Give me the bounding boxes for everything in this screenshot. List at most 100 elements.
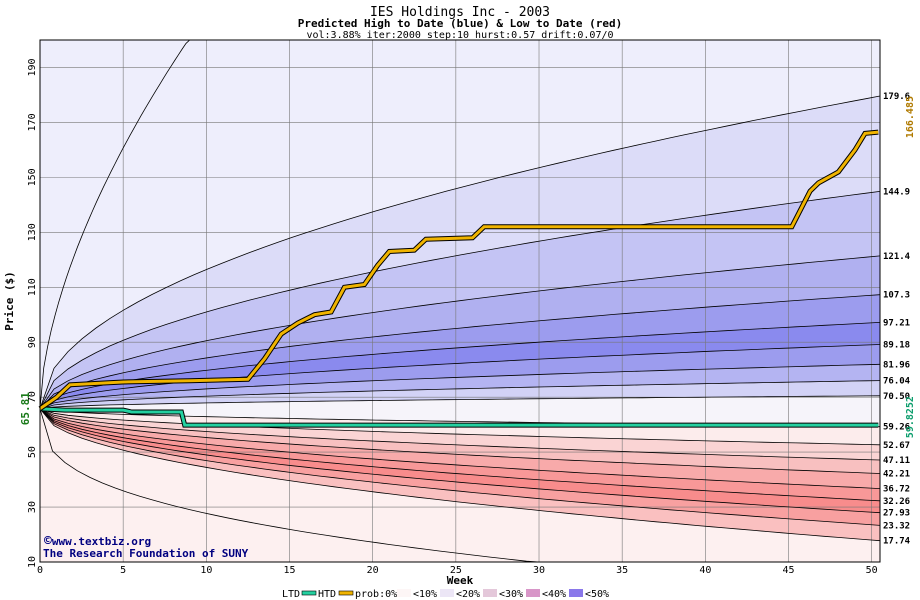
site-url: www.textbiz.org bbox=[52, 535, 151, 548]
band-low-4 bbox=[40, 408, 880, 501]
band-high-0 bbox=[40, 96, 880, 409]
band-low-5 bbox=[40, 408, 880, 513]
legend-swatch-0 bbox=[397, 589, 411, 597]
start-price-label: 65.81 bbox=[19, 392, 32, 425]
band-high-outer bbox=[40, 40, 880, 409]
right-value-label: 47.11 bbox=[883, 456, 910, 466]
quantile-curve-13 bbox=[39, 408, 881, 489]
quantile-curve-8 bbox=[39, 395, 881, 410]
x-tick-label: 10 bbox=[200, 565, 212, 576]
right-value-label: 52.67 bbox=[883, 441, 910, 451]
legend-bin-1: <20% bbox=[456, 589, 480, 600]
envelope-lower-curve bbox=[39, 408, 540, 563]
quantile-curve-4 bbox=[39, 322, 881, 410]
legend-swatch-2 bbox=[483, 589, 497, 597]
legend-bin-4: <50% bbox=[585, 589, 609, 600]
x-tick-label: 15 bbox=[283, 565, 295, 576]
x-axis-label: Week bbox=[447, 574, 474, 587]
right-value-label: 144.9 bbox=[883, 187, 910, 197]
right-value-label: 36.72 bbox=[883, 485, 910, 495]
y-tick-label: 50 bbox=[27, 446, 38, 458]
quantile-curve-16 bbox=[39, 408, 881, 526]
quantile-curve-10 bbox=[39, 408, 881, 446]
x-tick-label: 45 bbox=[782, 565, 794, 576]
y-tick-label: 30 bbox=[27, 501, 38, 513]
quantile-curve-7 bbox=[39, 380, 881, 410]
legend-ltd-label: LTD bbox=[282, 589, 300, 600]
right-value-label: 42.21 bbox=[883, 470, 910, 480]
plot-frame bbox=[39, 39, 881, 563]
quantile-curve-6 bbox=[39, 363, 881, 410]
band-low-outer bbox=[40, 408, 880, 562]
y-tick-label: 190 bbox=[27, 58, 38, 76]
legend-prob-label: prob:0% bbox=[355, 589, 397, 600]
quantile-curve-15 bbox=[39, 408, 881, 514]
band-high-3 bbox=[40, 294, 880, 409]
y-axis-label: Price ($) bbox=[3, 271, 16, 331]
x-tick-label: 30 bbox=[533, 565, 545, 576]
x-tick-label: 20 bbox=[367, 565, 379, 576]
band-low-3 bbox=[40, 408, 880, 489]
x-tick-label: 25 bbox=[450, 565, 462, 576]
low-to-date-line bbox=[39, 407, 879, 427]
quantile-curve-0 bbox=[39, 95, 881, 409]
band-low-6 bbox=[40, 408, 880, 526]
x-tick-label: 40 bbox=[699, 565, 711, 576]
right-value-label: 23.32 bbox=[883, 521, 910, 531]
right-value-labels: 179.6 144.9 121.4 107.3 97.21 89.18 81.96 76.04… bbox=[883, 92, 911, 547]
right-value-label: 81.96 bbox=[883, 360, 910, 370]
quantile-curve-17 bbox=[39, 408, 881, 542]
high-final-value-label: 166.485 bbox=[905, 96, 916, 138]
x-tick-label: 35 bbox=[616, 565, 628, 576]
legend-bin-3: <40% bbox=[542, 589, 566, 600]
legend-swatch-3 bbox=[526, 589, 540, 597]
quantile-curve-14 bbox=[39, 408, 881, 502]
band-high-2 bbox=[40, 255, 880, 409]
legend: LTD HTD prob:0% <10% <20% <30% <40% <50% bbox=[282, 589, 609, 600]
band-high-5 bbox=[40, 344, 880, 409]
right-value-label: 76.04 bbox=[883, 377, 911, 387]
legend-htd-swatch bbox=[338, 590, 354, 596]
y-tick-label: 110 bbox=[27, 278, 38, 296]
high-to-date-line bbox=[39, 130, 879, 410]
legend-bin-2: <30% bbox=[499, 589, 523, 600]
band-high-6 bbox=[40, 364, 880, 409]
right-value-label: 32.26 bbox=[883, 497, 910, 507]
right-value-label: 121.4 bbox=[883, 252, 911, 262]
x-tick-label: 0 bbox=[37, 565, 43, 576]
low-final-value-label: 59.8252 bbox=[905, 396, 916, 438]
legend-ltd-swatch bbox=[301, 590, 317, 596]
band-high-1 bbox=[40, 191, 880, 409]
chart-params: vol:3.88% iter:2000 step:10 hurst:0.57 d… bbox=[306, 30, 613, 41]
x-axis-ticks: 0 5 10 15 20 25 30 35 40 45 50 bbox=[37, 565, 878, 576]
y-tick-label: 130 bbox=[27, 223, 38, 241]
legend-bin-0: <10% bbox=[413, 589, 437, 600]
right-value-label: 89.18 bbox=[883, 340, 910, 350]
y-tick-label: 170 bbox=[27, 113, 38, 131]
copyright-site: ©www.textbiz.org bbox=[44, 534, 151, 549]
y-tick-label: 70 bbox=[27, 391, 38, 403]
legend-swatch-1 bbox=[440, 589, 454, 597]
band-low-2 bbox=[40, 408, 880, 474]
band-center bbox=[40, 395, 880, 427]
right-value-label: 70.50 bbox=[883, 392, 910, 402]
footer-org: The Research Foundation of SUNY bbox=[43, 547, 249, 560]
y-axis-ticks: 10 30 50 70 90 110 130 150 170 190 bbox=[27, 58, 38, 568]
price-paths bbox=[38, 129, 879, 428]
chart-subtitle: Predicted High to Date (blue) & Low to D… bbox=[298, 17, 623, 30]
right-value-label: 97.21 bbox=[883, 318, 910, 328]
x-tick-label: 50 bbox=[866, 565, 878, 576]
band-high-4 bbox=[40, 322, 880, 409]
band-high-7 bbox=[40, 380, 880, 409]
legend-swatch-4 bbox=[569, 589, 583, 597]
x-tick-label: 5 bbox=[120, 565, 126, 576]
chart-title: IES Holdings Inc - 2003 bbox=[370, 5, 550, 20]
probability-bands bbox=[40, 40, 880, 562]
y-tick-label: 10 bbox=[27, 556, 38, 568]
right-value-label: 17.74 bbox=[883, 537, 911, 547]
right-value-label: 27.93 bbox=[883, 509, 910, 519]
quantile-curve-2 bbox=[39, 255, 881, 409]
right-value-label: 179.6 bbox=[883, 92, 910, 102]
y-tick-label: 150 bbox=[27, 168, 38, 186]
